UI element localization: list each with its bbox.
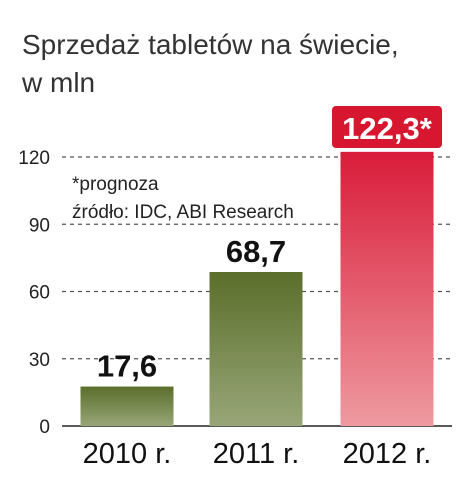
x-axis: 2010 r. 2011 r. 2012 r. [83,438,432,470]
y-tick-label: 60 [29,283,50,304]
x-tick-label: 2011 r. [213,438,300,470]
data-label: 122,3* [342,111,433,146]
source-note: źródło: IDC, ABI Research [72,202,294,223]
chart-title-line-1: Sprzedaż tabletów na świecie, [22,29,399,60]
value-labels: 17,6 68,7 122,3* [97,106,442,384]
bars [80,151,434,426]
y-tick-label: 30 [29,350,50,371]
y-tick-label: 0 [39,417,50,438]
chart-title-line-2: w mln [21,67,95,98]
x-tick-label: 2010 r. [83,438,172,470]
bar-2012 [340,151,434,426]
x-tick-label: 2012 r. [343,438,432,470]
y-tick-label: 90 [29,215,50,236]
bar-2010 [80,386,174,426]
highlight-label-box [332,106,442,148]
data-label: 17,6 [97,349,157,384]
data-label: 68,7 [226,234,286,269]
y-tick-label: 120 [18,148,50,169]
bar-2011 [209,271,303,426]
footnote: *prognoza [72,174,159,195]
